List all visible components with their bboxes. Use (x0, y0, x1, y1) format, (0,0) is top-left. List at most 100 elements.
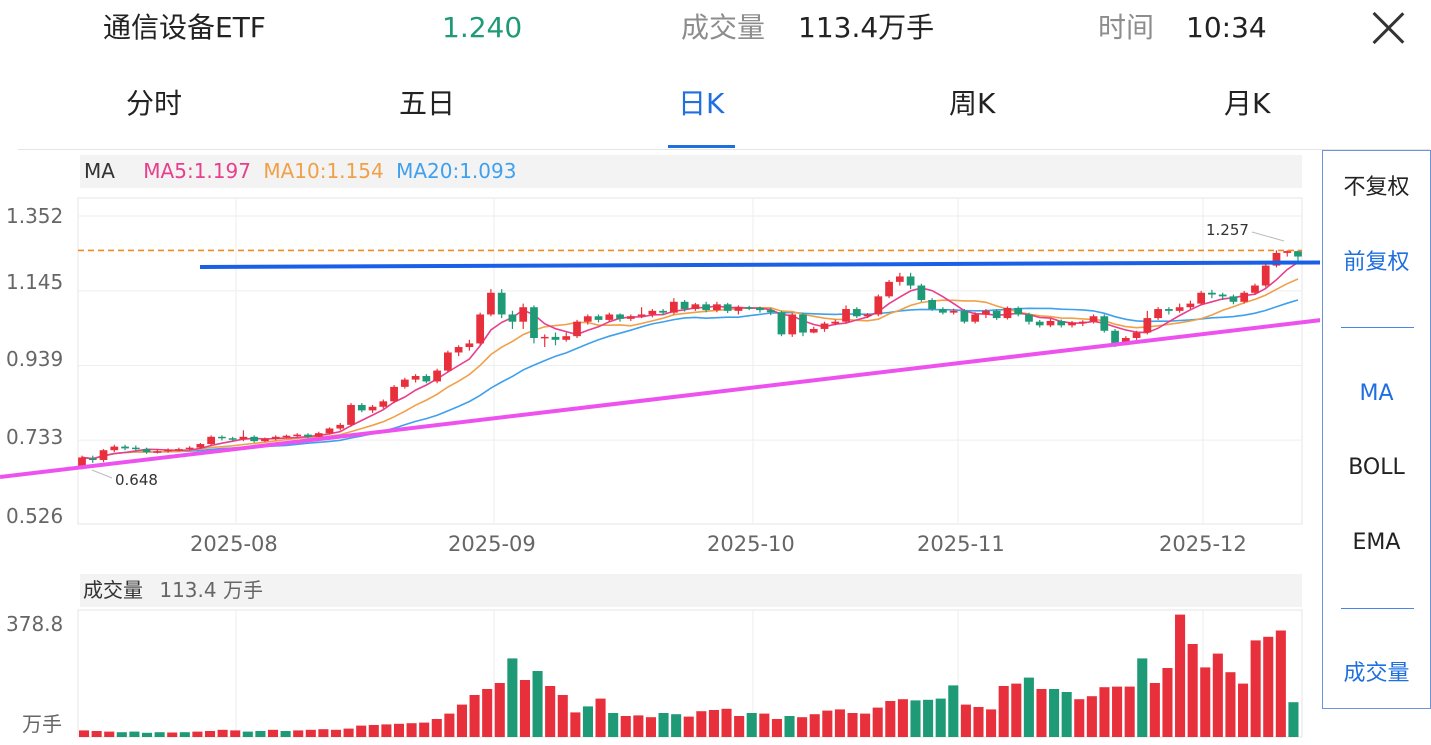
volume-bar (973, 707, 984, 737)
option-forward-adjust[interactable]: 前复权 (1343, 250, 1410, 275)
volume-bar (406, 723, 417, 737)
tab-daily-k[interactable]: 日K (678, 87, 725, 120)
volume-bar (1288, 702, 1299, 737)
volume-bar (1225, 672, 1236, 737)
tab-five-day[interactable]: 五日 (399, 87, 456, 120)
min-price-label: 0.648 (115, 471, 158, 489)
side-divider (1341, 608, 1414, 609)
candle-body (648, 310, 657, 315)
volume-bar (746, 713, 757, 737)
x-tick-label: 2025-09 (448, 532, 536, 556)
candle-body (1078, 321, 1087, 324)
volume-bar (116, 732, 127, 737)
y-tick-label: 1.145 (6, 270, 64, 294)
candle-body (476, 314, 485, 344)
volume-bar (1124, 686, 1135, 737)
volume-bar (834, 709, 845, 737)
close-icon[interactable] (1368, 8, 1408, 48)
volume-bar (456, 704, 468, 737)
volume-label: 成交量 (681, 11, 766, 44)
volume-axis-max: 378.8 (6, 612, 64, 636)
volume-bar (1238, 683, 1249, 737)
candle-body (809, 328, 818, 333)
candle-body (637, 314, 646, 317)
option-ma[interactable]: MA (1359, 381, 1394, 406)
candle-body (562, 336, 571, 340)
kline-chart[interactable]: 1.257 0.648 (0, 0, 1320, 745)
candle-body (842, 309, 850, 322)
volume-legend-value: 113.4 万手 (159, 578, 263, 602)
volume-bar (431, 719, 442, 737)
volume-bar (645, 717, 656, 737)
candle-body (282, 435, 291, 438)
volume-bar (1112, 686, 1123, 737)
candle-body (110, 446, 119, 451)
volume-bar (167, 732, 178, 737)
volume-bar (797, 717, 808, 737)
price-panel-frame (77, 197, 1303, 525)
candle-body (487, 292, 495, 315)
volume-bar (507, 658, 518, 737)
y-tick-label: 1.352 (6, 204, 64, 228)
y-tick-label: 0.939 (6, 347, 64, 371)
volume-bar (381, 724, 392, 737)
volume-bar (1061, 692, 1072, 737)
candle-body (939, 309, 947, 313)
candle-body (347, 404, 355, 425)
tab-weekly-k[interactable]: 周K (949, 87, 996, 120)
option-boll[interactable]: BOLL (1348, 455, 1405, 480)
candle-body (196, 444, 205, 448)
candle-body (314, 433, 323, 437)
resistance-trendline (199, 260, 1320, 269)
candle-body (949, 310, 958, 313)
candle-body (1121, 337, 1130, 344)
candle-body (713, 304, 721, 311)
candle-body (1057, 320, 1066, 326)
volume-bar (293, 730, 304, 737)
current-price: 1.240 (442, 11, 523, 44)
candle-body (1132, 332, 1141, 338)
candle-body (336, 424, 345, 429)
indicator-side-panel: 不复权 前复权 MA BOLL EMA 成交量 (1322, 150, 1431, 709)
candle-body (852, 309, 861, 317)
time-label: 时间 (1098, 11, 1155, 44)
candle-body (218, 436, 226, 439)
candle-body (605, 314, 614, 320)
volume-bar (204, 731, 216, 737)
candle-body (1197, 292, 1206, 304)
ma20-line (81, 299, 1299, 460)
candle-body (444, 352, 452, 371)
x-tick-label: 2025-10 (707, 532, 795, 556)
volume-bar (343, 728, 354, 737)
x-tick-label: 2025-11 (917, 532, 1005, 556)
max-label-leader (1251, 231, 1285, 242)
volume-bar (620, 716, 631, 737)
candle-body (583, 316, 592, 322)
candle-body (906, 276, 915, 286)
candle-body (422, 375, 431, 382)
option-volume[interactable]: 成交量 (1343, 661, 1410, 686)
option-ema[interactable]: EMA (1352, 530, 1401, 555)
candle-body (325, 428, 334, 434)
candle-body (207, 436, 216, 445)
candle-body (390, 386, 398, 402)
candle-body (540, 336, 549, 339)
candle-body (1218, 294, 1227, 297)
volume-bar (519, 680, 531, 737)
candle-body (551, 336, 560, 340)
candle-body (669, 301, 678, 313)
candle-body (142, 449, 151, 453)
ma-legend-label: MA (84, 159, 115, 183)
ma20-value: MA20:1.093 (396, 159, 517, 183)
volume-bar (1099, 687, 1110, 737)
option-no-adjust[interactable]: 不复权 (1343, 175, 1410, 200)
volume-bar (986, 709, 997, 737)
volume-bar (582, 706, 593, 737)
volume-axis-unit: 万手 (22, 712, 62, 736)
volume-bar (570, 712, 581, 737)
candle-body (1111, 330, 1119, 344)
volume-bar (1086, 696, 1097, 737)
volume-bar (608, 713, 619, 737)
tab-intraday[interactable]: 分时 (126, 87, 183, 120)
tab-monthly-k[interactable]: 月K (1224, 87, 1271, 120)
